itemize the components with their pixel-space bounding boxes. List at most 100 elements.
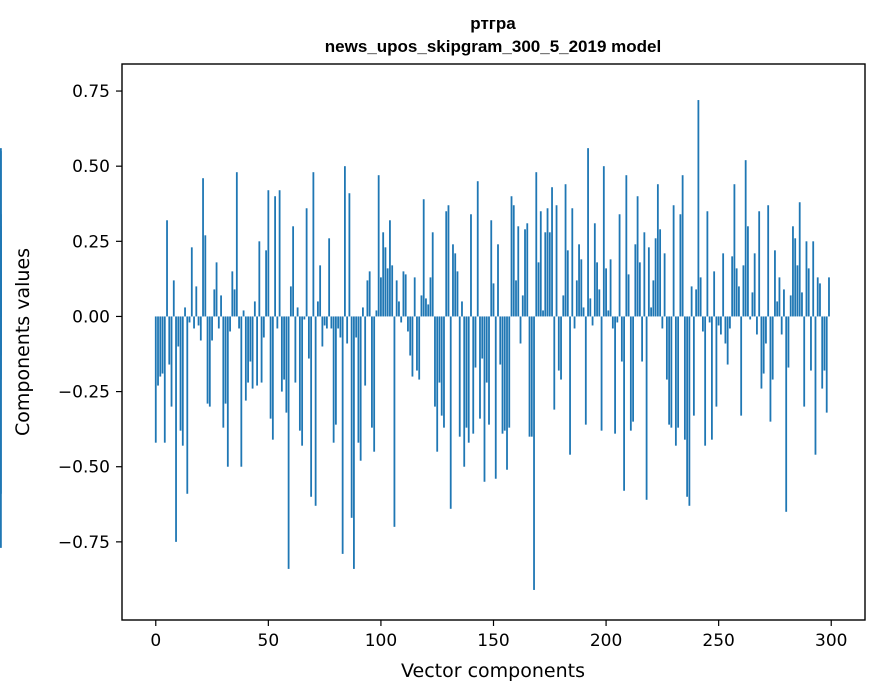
bar-259 <box>738 286 740 317</box>
bar-61 <box>292 226 295 317</box>
bar-185 <box>571 208 574 317</box>
bar-93 <box>364 316 367 386</box>
bar-18 <box>195 286 198 317</box>
bar-229 <box>670 316 673 428</box>
bar-75 <box>323 316 326 326</box>
x-axis-ticks: 0 50 100 150 200 250 300 <box>150 620 847 651</box>
bar-62 <box>294 316 297 383</box>
bar-271 <box>765 316 767 344</box>
bar-111 <box>404 274 407 317</box>
bar-283 <box>792 226 794 317</box>
bar-92 <box>362 307 364 317</box>
bar-109 <box>400 316 403 323</box>
bar-undefined <box>0 226 2 317</box>
bar-280 <box>785 316 788 512</box>
bar-137 <box>463 316 466 467</box>
bar-40 <box>244 316 247 401</box>
bar-104 <box>389 220 391 317</box>
bar-41 <box>247 316 249 383</box>
bar-223 <box>656 184 659 317</box>
bar-203 <box>611 316 614 329</box>
bar-220 <box>650 307 653 317</box>
bar-217 <box>643 232 646 317</box>
bar-97 <box>373 316 376 452</box>
bar-188 <box>578 244 580 317</box>
bar-39 <box>242 310 245 317</box>
bar-7 <box>170 316 173 407</box>
bar-243 <box>701 316 704 332</box>
bar-170 <box>537 262 540 317</box>
bar-99 <box>377 175 380 317</box>
bar-295 <box>819 283 821 317</box>
bar-130 <box>447 205 450 317</box>
bar-299 <box>828 277 830 317</box>
bar-28 <box>217 316 220 329</box>
bar-284 <box>794 238 797 317</box>
bar-181 <box>562 295 565 317</box>
bar-47 <box>260 316 263 383</box>
bar-145 <box>481 316 484 359</box>
bar-294 <box>816 277 819 317</box>
x-tick-label: 150 <box>477 631 509 651</box>
bar-273 <box>769 316 772 422</box>
bar-281 <box>787 316 790 368</box>
bar-106 <box>393 316 396 527</box>
bar-122 <box>429 277 432 317</box>
bar-139 <box>467 316 470 443</box>
bar-105 <box>391 265 394 317</box>
bar-141 <box>472 316 475 434</box>
bar-150 <box>492 283 495 317</box>
bar-149 <box>490 220 493 317</box>
bar-23 <box>206 316 209 404</box>
bar-262 <box>744 160 747 317</box>
x-tick-label: 250 <box>702 631 734 651</box>
bar-218 <box>645 316 648 500</box>
bar-120 <box>425 298 427 317</box>
bar-269 <box>760 316 763 389</box>
bar-208 <box>623 316 625 491</box>
bar-107 <box>395 280 398 317</box>
bar-175 <box>548 232 551 317</box>
x-tick-label: 0 <box>150 631 161 651</box>
bar-33 <box>229 316 231 332</box>
bar-296 <box>821 316 824 389</box>
bar-169 <box>535 172 538 317</box>
bar-186 <box>573 316 576 329</box>
bar-167 <box>530 316 533 437</box>
bar-205 <box>616 316 619 323</box>
bar-270 <box>762 316 765 374</box>
bar-46 <box>258 241 261 317</box>
bar-297 <box>823 316 826 371</box>
bar-147 <box>485 316 488 383</box>
bar-36 <box>235 172 238 317</box>
bar-21 <box>202 178 204 317</box>
bar-292 <box>812 241 815 317</box>
bar-98 <box>375 310 378 317</box>
bar-159 <box>512 205 515 317</box>
bar-155 <box>503 316 506 431</box>
bar-214 <box>636 196 639 317</box>
bar-247 <box>711 316 713 440</box>
bar-265 <box>751 292 754 317</box>
bar-194 <box>591 316 594 326</box>
chart-subtitle: news_upos_skipgram_300_5_2019 model <box>325 37 661 56</box>
bar-53 <box>274 196 276 317</box>
bar-1 <box>157 316 159 386</box>
bar-84 <box>344 166 346 317</box>
bar-263 <box>747 226 749 317</box>
bar-8 <box>172 280 175 317</box>
bar-286 <box>798 202 801 317</box>
bar-234 <box>681 175 684 317</box>
bar-151 <box>494 316 497 479</box>
plot-frame <box>121 63 866 621</box>
bar-22 <box>204 235 207 317</box>
x-tick-label: 100 <box>365 631 397 651</box>
y-tick-label: 0.00 <box>72 307 110 327</box>
bar-45 <box>256 316 258 386</box>
bar-256 <box>731 256 734 317</box>
bar-198 <box>600 316 603 431</box>
bar-91 <box>359 316 362 461</box>
y-tick-label: −0.25 <box>58 383 110 403</box>
y-tick-label: −0.50 <box>58 458 110 478</box>
bar-20 <box>199 316 202 341</box>
